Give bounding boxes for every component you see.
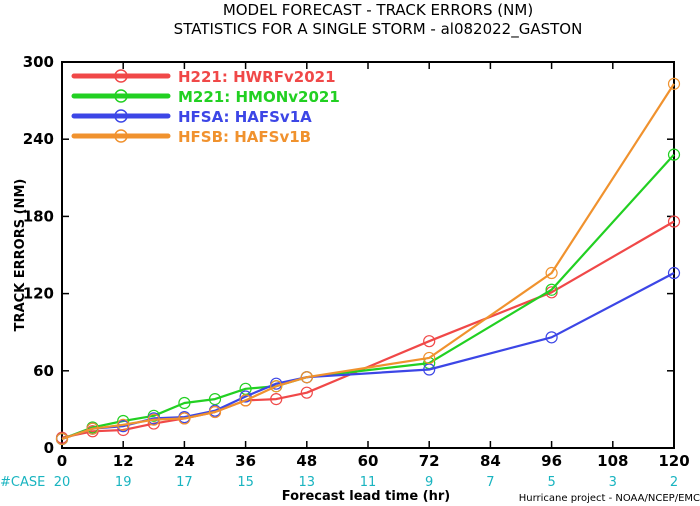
legend-label: HFSA: HAFSv1A [178,108,312,126]
data-point [300,386,313,399]
legend-marker [114,129,128,143]
series-line [61,153,675,441]
x-tick-label: 36 [235,452,256,470]
data-point [147,413,160,426]
y-axis-label: TRACK ERRORS (NM) [13,179,28,332]
legend-marker [114,109,128,123]
x-tick-label: 120 [658,452,689,470]
legend-label: H221: HWRFv2021 [178,68,336,86]
data-point [667,215,681,228]
case-count: 19 [115,475,132,490]
data-point [545,266,558,280]
data-point [86,422,99,435]
y-tick-label: 300 [23,53,54,71]
legend-label: M221: HMONv2021 [178,88,340,106]
x-tick-label: 24 [174,452,195,470]
legend: H221: HWRFv2021 M221: HMONv2021 HFSA: HAFS… [71,68,340,146]
y-axis: 0 60 120 180 240 300 [23,53,674,457]
x-axis-label: Forecast lead time (hr) [282,489,450,504]
series-2 [55,266,681,446]
data-point [667,77,681,90]
y-tick-label: 180 [23,207,54,225]
x-tick-label: 48 [296,452,317,470]
data-point [667,148,681,161]
data-point [423,351,436,365]
y-tick-label: 240 [23,130,54,148]
chart-title: MODEL FORECAST - TRACK ERRORS (NM) [223,1,533,19]
series-lines [55,77,681,446]
credit-text: Hurricane project - NOAA/NCEP/EMC [519,493,700,504]
case-count: 13 [299,475,316,490]
x-tick-label: 108 [597,452,628,470]
data-point [239,394,252,407]
chart-subtitle: STATISTICS FOR A SINGLE STORM - al082022… [174,20,583,39]
series-3 [55,77,681,446]
y-tick-label: 60 [33,362,54,380]
data-point [208,405,222,419]
data-point [545,331,558,344]
case-counts: 20 19 17 15 13 11 9 7 5 3 2 [54,475,678,490]
case-count: 11 [360,475,377,490]
data-point [178,412,191,425]
case-count: 15 [237,475,254,490]
data-point [55,432,69,446]
data-point [239,390,252,403]
case-count: 5 [547,475,555,490]
x-tick-label: 12 [113,452,134,470]
legend-marker [114,89,128,103]
x-tick-label: 0 [57,452,67,470]
case-count: 9 [425,475,433,490]
series-1 [55,148,681,446]
data-point [178,396,191,410]
x-tick-label: 72 [419,452,440,470]
x-tick-label: 96 [541,452,562,470]
data-point [270,393,283,406]
data-point [300,371,313,384]
case-count: 17 [176,475,193,490]
x-tick-label: 84 [480,452,501,470]
y-tick-label: 120 [23,285,54,303]
data-point [270,380,283,393]
case-count: 20 [54,475,71,490]
data-point [545,283,558,296]
legend-marker [114,69,128,83]
data-point [117,418,130,431]
case-count: 7 [486,475,494,490]
legend-label: HFSB: HAFSv1B [178,128,311,146]
data-point [423,335,436,348]
x-tick-label: 60 [358,452,379,470]
case-count: 2 [670,475,678,490]
case-count: 3 [609,475,617,490]
series-line [61,220,675,439]
case-count-label: #CASE [0,475,45,490]
x-axis: 0 12 24 36 48 60 72 84 96 108 120 [57,62,690,470]
y-tick-label: 0 [44,439,54,457]
data-point [667,266,681,280]
